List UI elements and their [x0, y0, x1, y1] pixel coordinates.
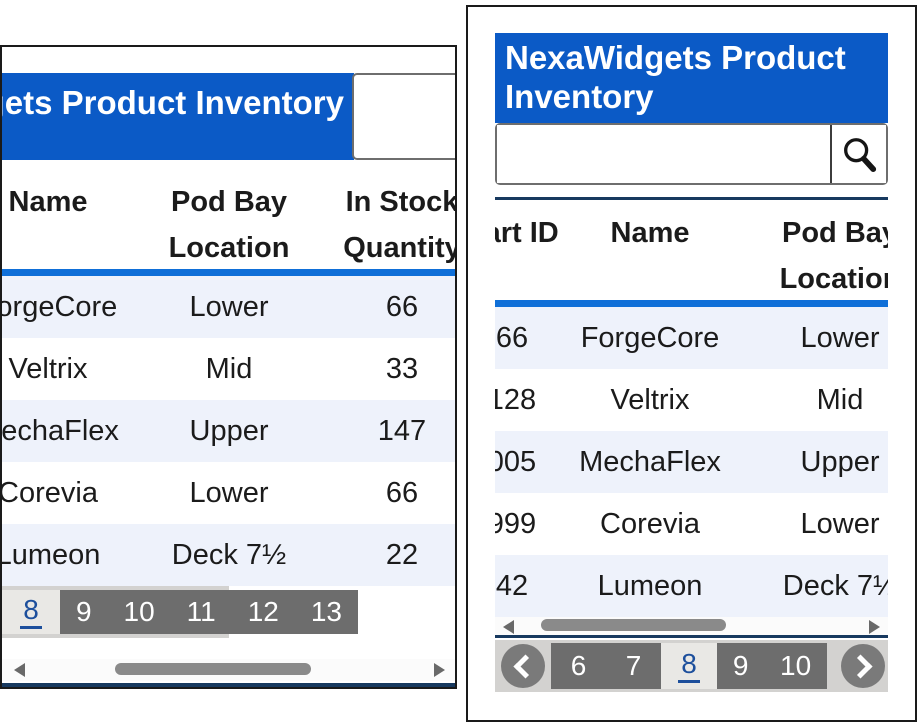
cell-part-id: 42 — [495, 570, 529, 602]
cell-location: Lower — [189, 291, 269, 323]
current-page-number[interactable]: 8 — [678, 649, 700, 683]
horizontal-scrollbar-track[interactable] — [495, 617, 888, 635]
cell-name: Corevia — [0, 477, 98, 509]
cell-location: Deck 7½ — [782, 570, 888, 602]
table-row: 42 Lumeon Deck 7½ — [495, 555, 888, 617]
cell-location: Deck 7½ — [171, 539, 287, 571]
cell-name: MechaFlex — [579, 446, 721, 478]
pagination-bar: 6 7 8 9 10 — [495, 640, 888, 692]
cell-part-id: 005 — [495, 446, 537, 478]
column-header-name: Name — [8, 186, 88, 218]
app-title: NexaWidgets Product Inventory — [505, 39, 846, 115]
page-button[interactable]: 9 — [75, 596, 92, 627]
table-region: Part ID Name Pod Bay Location 66 ForgeCo… — [495, 197, 888, 638]
cell-quantity: 66 — [385, 291, 419, 323]
page-button[interactable]: 12 — [247, 596, 279, 627]
column-header-pod-bay-location: Pod Bay Location — [168, 186, 290, 264]
app-title-bar: NexaWidgets Product Inventory — [2, 73, 354, 160]
prev-page-button[interactable] — [501, 644, 545, 688]
current-page-number[interactable]: 8 — [20, 595, 42, 629]
cell-part-id: 128 — [495, 384, 537, 416]
scrollbar-thumb[interactable] — [541, 619, 726, 631]
scroll-left-arrow-icon[interactable] — [14, 663, 25, 677]
column-header-name: Name — [610, 217, 690, 249]
cell-quantity: 33 — [385, 353, 419, 385]
page-button-group: 9 10 — [717, 643, 827, 689]
chevron-left-icon — [513, 653, 538, 679]
scroll-right-arrow-icon[interactable] — [869, 620, 880, 634]
table-row: ForgeCore Lower 66 — [2, 276, 455, 338]
current-page-button[interactable]: 8 — [661, 643, 717, 689]
page-button[interactable]: 13 — [310, 596, 342, 627]
table-header-row: Name Pod Bay Location In Stock Quantity — [2, 165, 456, 267]
page-button[interactable]: 10 — [780, 650, 812, 681]
cell-location: Lower — [800, 508, 880, 540]
search-button[interactable] — [830, 125, 886, 183]
page-button-group: 9 10 11 12 13 — [60, 590, 358, 634]
table-row: 66 ForgeCore Lower — [495, 307, 888, 369]
app-title: NexaWidgets Product Inventory — [2, 84, 344, 121]
header-divider — [495, 300, 888, 307]
header-divider — [2, 269, 455, 276]
cell-location: Lower — [189, 477, 269, 509]
current-page-button[interactable]: 8 — [2, 590, 60, 634]
cell-location: Mid — [205, 353, 253, 385]
cell-location: Mid — [816, 384, 864, 416]
page-button[interactable]: 11 — [186, 596, 216, 627]
cell-location: Upper — [189, 415, 269, 447]
cell-part-id: 999 — [495, 508, 537, 540]
cell-name: Veltrix — [610, 384, 690, 416]
table-row: Corevia Lower 66 — [2, 462, 455, 524]
page-button[interactable]: 9 — [732, 650, 749, 681]
table-row: 128 Veltrix Mid — [495, 369, 888, 431]
table-bottom-border — [2, 683, 455, 687]
pagination-bar: 8 9 10 11 12 13 — [2, 586, 358, 638]
table-row: 999 Corevia Lower — [495, 493, 888, 555]
cell-name: ForgeCore — [580, 322, 720, 354]
scroll-right-arrow-icon[interactable] — [434, 663, 445, 677]
search-icon — [844, 138, 877, 173]
cell-name: Veltrix — [8, 353, 88, 385]
table-row: 005 MechaFlex Upper — [495, 431, 888, 493]
table-row: MechaFlex Upper 147 — [2, 400, 455, 462]
left-viewport-panel: NexaWidgets Product Inventory Name Pod B… — [0, 45, 457, 689]
page-button[interactable]: 6 — [570, 650, 587, 681]
page-button-group: 6 7 — [551, 643, 661, 689]
column-header-pod-bay-location: Pod Bay Location — [779, 217, 888, 295]
horizontal-scrollbar-track[interactable] — [2, 659, 455, 681]
search-bar — [495, 123, 888, 185]
column-header-part-id: Part ID — [495, 217, 559, 249]
right-viewport-panel: NexaWidgets Product Inventory Part ID Na… — [466, 5, 917, 722]
cell-name: Corevia — [600, 508, 700, 540]
cell-quantity: 147 — [377, 415, 427, 447]
search-input[interactable] — [352, 73, 455, 160]
cell-name: Lumeon — [597, 570, 703, 602]
cell-name: ForgeCore — [2, 291, 118, 323]
cell-part-id: 66 — [495, 322, 529, 354]
table-row: Lumeon Deck 7½ 22 — [2, 524, 455, 586]
cell-quantity: 66 — [385, 477, 419, 509]
table-header-row: Part ID Name Pod Bay Location — [495, 200, 888, 300]
cell-location: Upper — [800, 446, 880, 478]
left-viewport-content: NexaWidgets Product Inventory Name Pod B… — [2, 47, 455, 687]
cell-location: Lower — [800, 322, 880, 354]
app-title-bar: NexaWidgets Product Inventory — [495, 33, 888, 123]
chevron-right-icon — [848, 653, 873, 679]
search-input[interactable] — [497, 125, 830, 183]
table-row: Veltrix Mid 33 — [2, 338, 455, 400]
right-viewport-content: NexaWidgets Product Inventory Part ID Na… — [468, 7, 915, 720]
page-button[interactable]: 7 — [625, 650, 642, 681]
scroll-left-arrow-icon[interactable] — [503, 620, 514, 634]
scrollbar-thumb[interactable] — [115, 663, 311, 675]
page-button[interactable]: 10 — [123, 596, 155, 627]
cell-name: MechaFlex — [1, 415, 119, 447]
cell-name: Lumeon — [0, 539, 101, 571]
column-header-in-stock-quantity: In Stock Quantity — [343, 186, 457, 264]
cell-quantity: 22 — [385, 539, 419, 571]
next-page-button[interactable] — [841, 644, 885, 688]
